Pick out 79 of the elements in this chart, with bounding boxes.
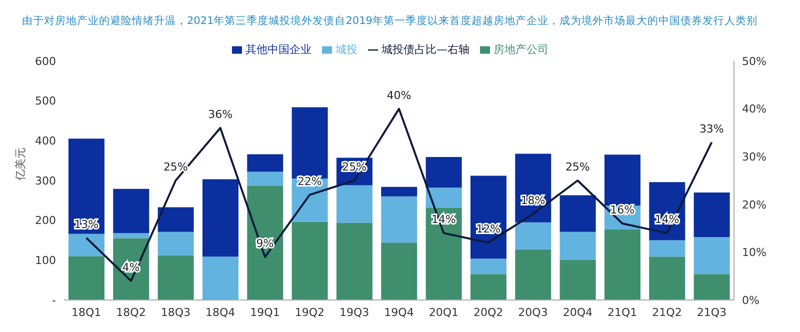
bar [604,154,640,206]
data-label: 16% [610,204,635,217]
x-tick-label: 19Q3 [340,306,370,319]
bar [649,240,686,257]
chart-title: 由于对房地产业的避险情绪升温，2021年第三季度城投境外发债自2019年第一季度以来首度超越房地产企业，成为境外市场最大的中国债券发行人类别 [21,14,758,29]
bar [336,185,372,223]
x-tick-label: 18Q1 [72,306,102,319]
bar [158,255,194,300]
bar [292,222,328,300]
x-tick-label: 19Q4 [384,306,414,319]
x-tick-label: 20Q4 [562,306,592,319]
bar [426,188,462,208]
bar [694,237,730,274]
x-tick-label: 19Q2 [294,306,324,319]
bar [113,188,150,234]
bar [247,172,284,186]
x-tick-label: 20Q3 [518,306,548,319]
bar [515,222,552,250]
legend-label: 城投债占比—右轴 [382,43,470,56]
data-label: 12% [476,222,501,236]
y-tick-label: 100 [35,254,56,268]
data-label: 13% [74,218,99,231]
y-axis-title: 亿美元 [14,148,27,182]
bar [247,154,284,172]
bar [202,256,238,300]
x-tick-label: 20Q1 [428,306,458,319]
data-label: 40% [386,88,412,102]
bar [470,258,506,274]
x-tick-label: 21Q2 [652,306,682,319]
bar [381,242,418,300]
bar [202,179,238,257]
bar [426,157,462,188]
x-tick-label: 18Q2 [116,306,146,319]
x-tick-label: 20Q2 [474,306,504,319]
data-label: 36% [208,108,233,121]
x-tick-label: 18Q3 [160,306,190,319]
x-tick-label: 18Q4 [206,306,236,319]
y2-tick-label: 20% [742,198,766,212]
bar [694,274,730,300]
bar [649,256,686,300]
bar [470,274,506,300]
bar [158,232,194,256]
bar [247,186,284,300]
bar [515,249,552,300]
bar [68,138,104,234]
bar [381,196,418,243]
legend-label: 城投 [336,43,358,56]
bar [560,195,596,232]
x-tick-label: 21Q3 [696,306,726,319]
data-label: 25% [163,160,188,174]
bar [694,192,730,238]
y2-tick-label: 50% [742,54,766,68]
bar [336,222,372,300]
bar [604,229,640,300]
bar [381,186,418,196]
x-tick-label: 21Q1 [608,306,638,319]
y-tick-label: 200 [35,214,56,228]
data-label: 22% [297,174,322,188]
y-tick-label: 600 [35,54,56,68]
bar [158,207,194,232]
y2-tick-label: 0% [742,294,760,307]
data-label: 18% [520,194,546,207]
y-tick-label: 500 [35,94,56,108]
bar [68,256,104,300]
bar [560,260,596,300]
x-tick-label: 19Q1 [250,306,280,319]
data-label: 25% [565,160,590,174]
bar [560,232,596,260]
data-label: 33% [699,122,724,136]
bar [113,233,150,238]
y2-tick-label: 10% [742,246,766,260]
legend-label: 其他中国企业 [246,43,312,56]
bar [68,234,104,256]
y2-tick-label: 40% [742,102,766,116]
y-tick-label: - [52,294,56,307]
y2-tick-label: 30% [742,150,766,164]
y-tick-label: 300 [35,174,56,188]
legend-label: 房地产公司 [494,43,548,56]
y-tick-label: 400 [35,134,56,148]
